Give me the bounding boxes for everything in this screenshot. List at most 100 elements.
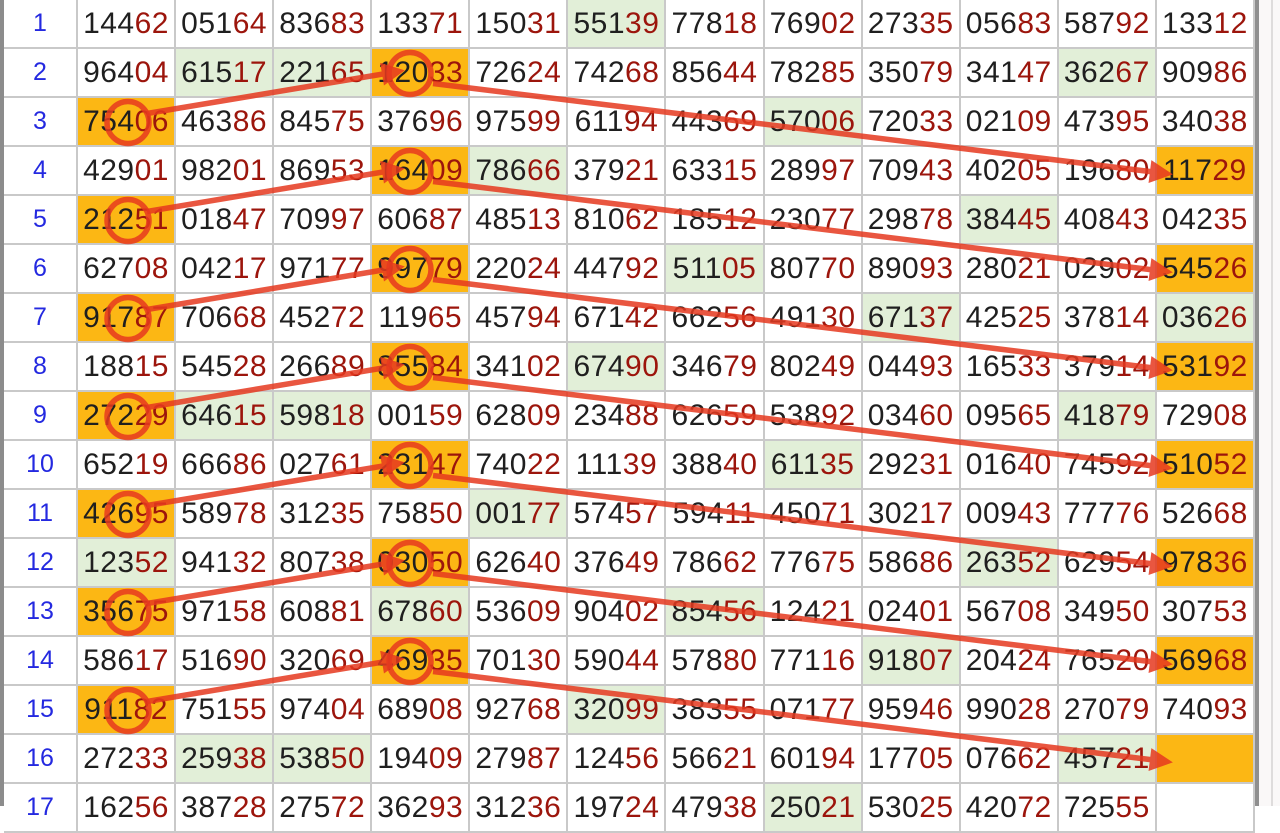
- digits-black: 120: [377, 55, 429, 89]
- digits-red: 14: [1115, 300, 1150, 334]
- digits-black: 340: [1161, 104, 1214, 138]
- digits-red: 43: [919, 153, 954, 187]
- number-cell: 111 39: [568, 441, 667, 488]
- digits-black: 429: [83, 153, 135, 187]
- number-cell: 530 25: [863, 784, 961, 831]
- number-cell: 769 02: [765, 0, 863, 47]
- digits-red: 96: [428, 104, 464, 138]
- digits-red: 02: [821, 6, 856, 40]
- digits-black: 802: [769, 349, 822, 383]
- digits-black: 024: [867, 594, 920, 628]
- digits-black: 689: [377, 692, 429, 726]
- number-cell: 009 43: [961, 490, 1059, 537]
- number-cell: 589 78: [176, 490, 275, 537]
- digits-black: 856: [671, 55, 724, 89]
- digits-black: 379: [573, 153, 626, 187]
- digits-red: 26: [1213, 251, 1248, 285]
- number-cell: 030 50: [372, 539, 471, 586]
- number-cell: 709 97: [274, 196, 373, 243]
- digits-black: 776: [769, 545, 822, 579]
- digits-black: 611: [770, 447, 821, 481]
- number-cell: 298 78: [863, 196, 961, 243]
- digits-red: 08: [134, 251, 169, 285]
- digits-black: 530: [867, 790, 920, 824]
- digits-black: 904: [573, 594, 626, 628]
- digits-black: 810: [573, 202, 626, 236]
- digits-red: 12: [1213, 6, 1248, 40]
- digits-red: 45: [1017, 202, 1052, 236]
- digits-black: 646: [181, 398, 233, 432]
- digits-black: 959: [867, 692, 920, 726]
- digits-red: 25: [1017, 300, 1052, 334]
- digits-black: 778: [671, 6, 724, 40]
- digits-black: 701: [475, 643, 527, 677]
- digits-black: 606: [377, 202, 429, 236]
- digits-black: 918: [867, 643, 920, 677]
- digits-red: 01: [232, 153, 268, 187]
- number-cell: 408 43: [1059, 196, 1157, 243]
- digits-red: 50: [330, 741, 366, 775]
- digits-black: 270: [1063, 692, 1116, 726]
- number-cell: 545 26: [1156, 245, 1255, 292]
- digits-red: 20: [1115, 643, 1150, 677]
- number-cell: 626 40: [470, 539, 569, 586]
- digits-black: 469: [377, 643, 429, 677]
- digits-black: 869: [279, 153, 331, 187]
- digits-black: 009: [965, 496, 1018, 530]
- digits-black: 420: [965, 790, 1018, 824]
- digits-red: 86: [232, 447, 268, 481]
- number-cell: 941 32: [176, 539, 275, 586]
- digits-red: 54: [1115, 545, 1150, 579]
- digits-red: 43: [1017, 496, 1052, 530]
- digits-red: 30: [821, 300, 856, 334]
- digits-black: 001: [475, 496, 527, 530]
- digits-red: 35: [330, 496, 366, 530]
- digits-black: 384: [965, 202, 1018, 236]
- digits-red: 70: [821, 251, 856, 285]
- number-cell: 362 67: [1058, 49, 1157, 96]
- digits-black: 036: [1161, 300, 1214, 334]
- digits-black: 578: [671, 643, 724, 677]
- digits-red: 81: [330, 594, 366, 628]
- digits-red: 97: [330, 202, 366, 236]
- digits-black: 526: [1161, 496, 1214, 530]
- digits-black: 289: [769, 153, 822, 187]
- digits-red: 87: [428, 202, 464, 236]
- digits-red: 38: [1213, 104, 1248, 138]
- digits-black: 777: [1063, 496, 1116, 530]
- digits-red: 37: [919, 300, 954, 334]
- digits-black: 341: [965, 55, 1018, 89]
- digits-red: 15: [134, 349, 169, 383]
- number-cell: 263 52: [960, 539, 1059, 586]
- digits-black: 230: [769, 202, 822, 236]
- number-cell: 855 84: [372, 343, 471, 390]
- table-row: 2 964 04 615 17 221 65 120 33 726 24 742 68 856 44 782 8…: [4, 49, 1255, 98]
- number-cell: 510 52: [1156, 441, 1255, 488]
- number-cell: 350 79: [863, 49, 961, 96]
- number-cell: 927 68: [470, 686, 569, 733]
- window-left-border: [0, 0, 4, 806]
- digits-black: 626: [475, 545, 527, 579]
- digits-black: 678: [377, 594, 429, 628]
- digits-black: 266: [279, 349, 331, 383]
- number-cell: 133 71: [372, 0, 471, 47]
- number-cell: 485 13: [470, 196, 569, 243]
- digits-red: 62: [625, 202, 660, 236]
- digits-red: 31: [919, 447, 954, 481]
- number-cell: 974 04: [274, 686, 373, 733]
- digits-black: 473: [1063, 104, 1116, 138]
- right-gutter-line: [1271, 0, 1273, 806]
- number-cell: 627 08: [78, 245, 177, 292]
- row-number: 4: [4, 147, 78, 194]
- digits-red: 24: [625, 790, 660, 824]
- digits-black: 320: [573, 692, 626, 726]
- number-cell: 511 05: [666, 245, 765, 292]
- number-cell: 150 31: [470, 0, 569, 47]
- digits-black: 807: [279, 545, 331, 579]
- number-cell: 220 24: [470, 245, 569, 292]
- digits-red: 09: [428, 741, 464, 775]
- digits-red: 35: [428, 643, 464, 677]
- number-cell: 429 01: [78, 147, 177, 194]
- digits-black: 587: [1063, 6, 1116, 40]
- number-cell: 042 35: [1157, 196, 1255, 243]
